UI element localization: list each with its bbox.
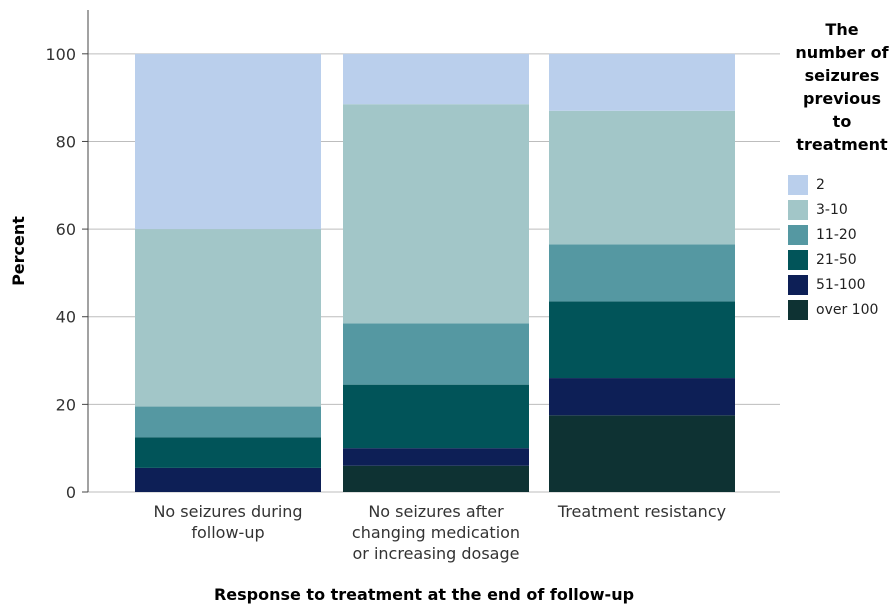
bar-segment-over-100 xyxy=(343,465,529,492)
bar-segment-2 xyxy=(135,53,321,230)
legend-item: 51-100 xyxy=(788,272,878,297)
bar-segment-11-20 xyxy=(343,323,529,385)
y-tick-label: 0 xyxy=(66,483,76,502)
legend-swatch xyxy=(788,199,808,220)
legend-item: 3-10 xyxy=(788,197,878,222)
bar-segment-3-10 xyxy=(135,229,321,407)
x-axis-label: Response to treatment at the end of foll… xyxy=(214,585,634,604)
legend-item: 2 xyxy=(788,172,878,197)
legend-title: The number of seizures previous to treatment xyxy=(795,20,889,154)
bar-segment-2 xyxy=(343,53,529,105)
bar-segment-11-20 xyxy=(549,244,735,302)
legend-swatch xyxy=(788,249,808,270)
bars xyxy=(135,53,735,492)
bar-segment-51-100 xyxy=(343,448,529,466)
legend-swatch xyxy=(788,224,808,245)
bar-segment-2 xyxy=(549,53,735,111)
y-tick-label: 60 xyxy=(56,220,76,239)
y-axis-label: Percent xyxy=(9,216,28,286)
bar-segment-21-50 xyxy=(135,437,321,468)
bar-segment-51-100 xyxy=(135,467,321,492)
x-tick-label: Treatment resistancy xyxy=(557,502,726,521)
legend-label: 21-50 xyxy=(816,251,857,268)
legend-label: 51-100 xyxy=(816,276,866,293)
legend-label: over 100 xyxy=(816,301,879,318)
legend-swatch xyxy=(788,299,808,320)
legend-item: over 100 xyxy=(788,297,878,322)
y-tick-label: 80 xyxy=(56,132,76,151)
bar-segment-3-10 xyxy=(549,110,735,245)
bar-segment-3-10 xyxy=(343,104,529,324)
legend-swatch xyxy=(788,274,808,295)
x-tick-label: No seizures during follow-up xyxy=(153,502,302,542)
bar-segment-21-50 xyxy=(549,301,735,379)
legend-swatch xyxy=(788,174,808,195)
y-tick-label: 40 xyxy=(56,308,76,327)
y-ticks: 0 20 40 60 80 100 xyxy=(45,45,88,502)
y-tick-label: 20 xyxy=(56,395,76,414)
x-tick-label: No seizures after changing medication or i… xyxy=(352,502,520,563)
legend-item: 11-20 xyxy=(788,222,878,247)
y-tick-label: 100 xyxy=(45,45,76,64)
legend-item: 21-50 xyxy=(788,247,878,272)
legend-label: 3-10 xyxy=(816,201,848,218)
bar-segment-11-20 xyxy=(135,406,321,438)
x-ticks: No seizures during follow-up No seizures a… xyxy=(153,502,726,563)
legend: 2 3-10 11-20 21-50 51-100 over 100 xyxy=(788,172,878,322)
bar-segment-21-50 xyxy=(343,384,529,449)
bar-segment-51-100 xyxy=(549,378,735,416)
legend-label: 11-20 xyxy=(816,226,857,243)
bar-segment-over-100 xyxy=(549,415,735,492)
legend-label: 2 xyxy=(816,176,825,193)
